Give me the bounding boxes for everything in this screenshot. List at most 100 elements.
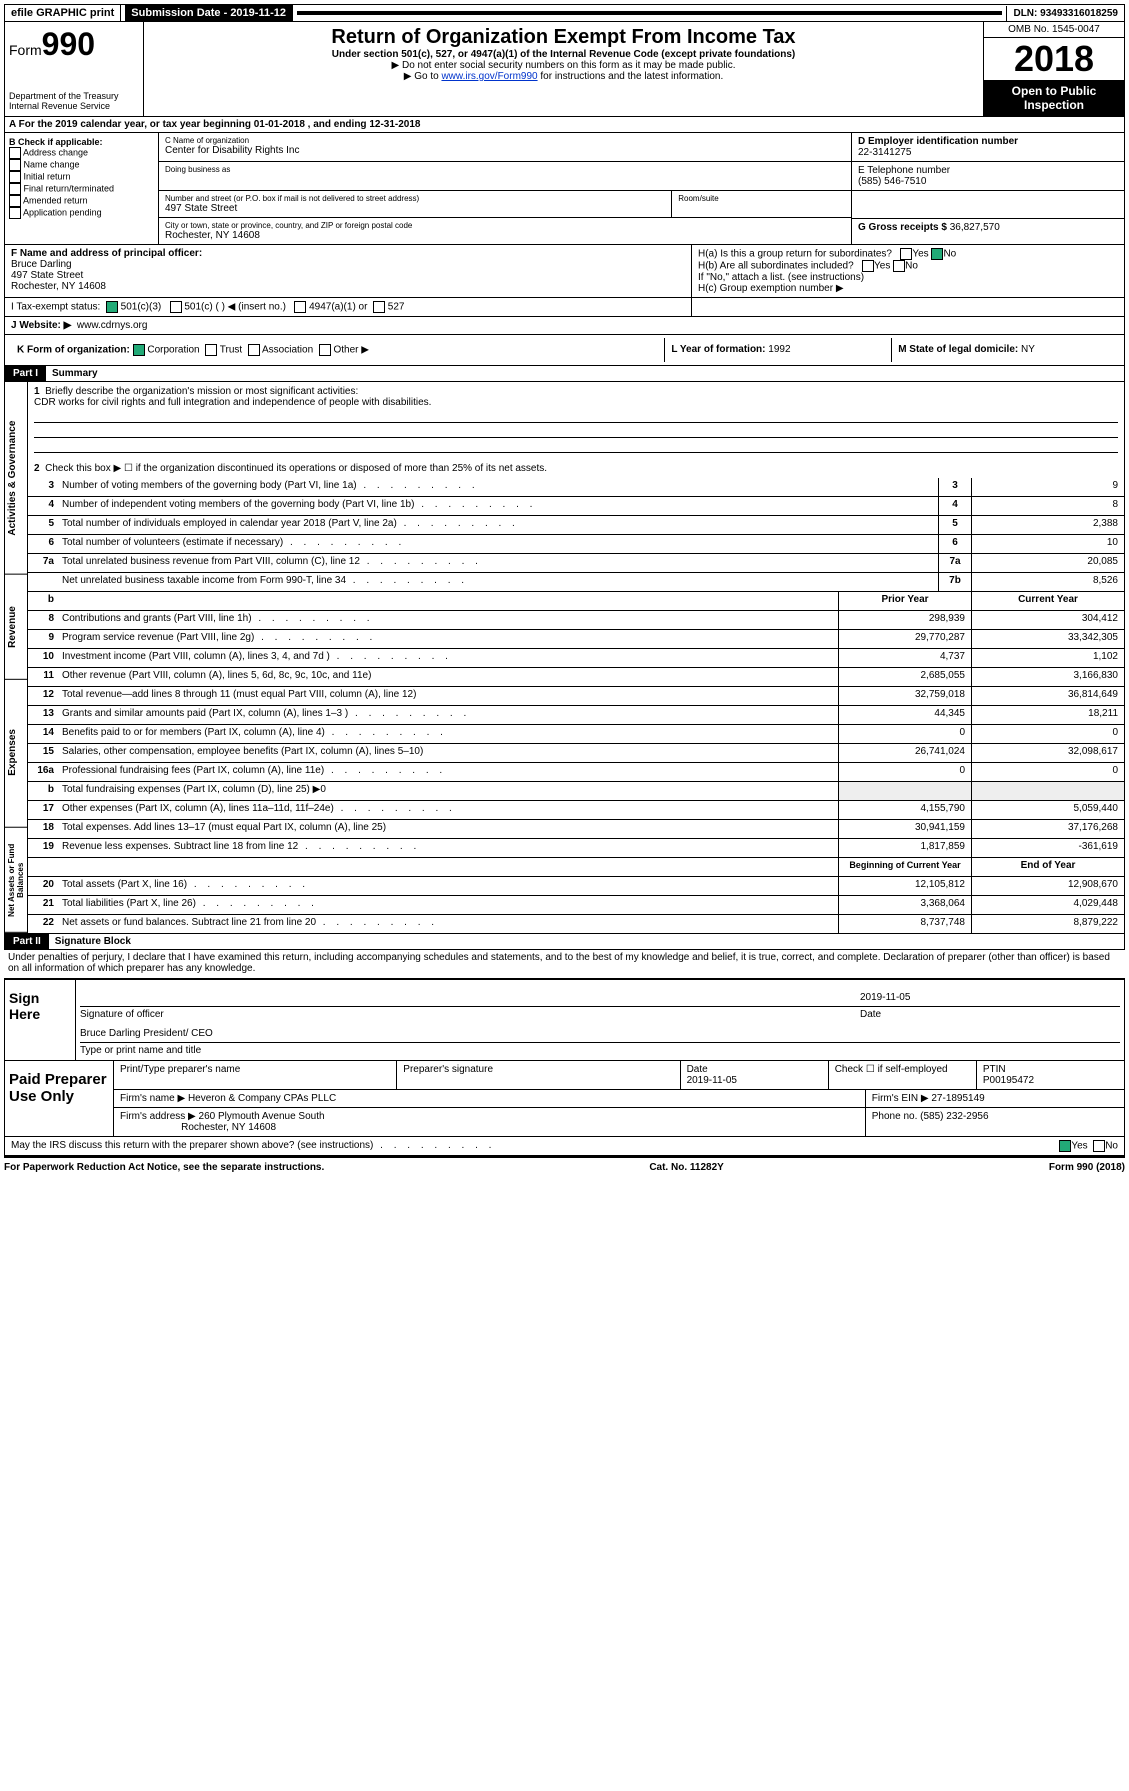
- spacer: [297, 11, 1002, 15]
- g-label: G Gross receipts $: [858, 222, 947, 233]
- line-18: 18Total expenses. Add lines 13–17 (must …: [28, 820, 1124, 839]
- perjury-statement: Under penalties of perjury, I declare th…: [4, 950, 1125, 976]
- instructions-link[interactable]: www.irs.gov/Form990: [441, 71, 537, 82]
- i-label: I Tax-exempt status:: [11, 302, 100, 313]
- dln: DLN: 93493316018259: [1006, 6, 1124, 21]
- content-col: 1 Briefly describe the organization's mi…: [28, 382, 1124, 933]
- sig-line-2: Bruce Darling President/ CEO: [80, 1028, 1120, 1043]
- header-note-2: ▶ Go to www.irs.gov/Form990 for instruct…: [148, 71, 979, 82]
- discuss-row: May the IRS discuss this return with the…: [4, 1137, 1125, 1156]
- prep-date-cell: Date2019-11-05: [681, 1061, 829, 1089]
- chk-name-change[interactable]: Name change: [9, 159, 154, 171]
- header-left: Form990 Department of the Treasury Inter…: [5, 22, 144, 116]
- city-value: Rochester, NY 14608: [165, 230, 260, 241]
- row-a-text: A For the 2019 calendar year, or tax yea…: [9, 119, 420, 130]
- header-subtitle: Under section 501(c), 527, or 4947(a)(1)…: [148, 49, 979, 60]
- hb: H(b) Are all subordinates included? Yes …: [698, 260, 1118, 272]
- room-suite: Room/suite: [671, 191, 851, 218]
- part2-label: Part II: [5, 934, 49, 949]
- type-name-label: Type or print name and title: [80, 1045, 1120, 1056]
- line-7a: 7aTotal unrelated business revenue from …: [28, 554, 1124, 573]
- col-e: E Telephone number (585) 546-7510: [851, 162, 1124, 191]
- line-8: 8Contributions and grants (Part VIII, li…: [28, 611, 1124, 630]
- sig-date: 2019-11-05: [860, 992, 1120, 1006]
- f-label: F Name and address of principal officer:: [11, 248, 202, 259]
- line-21: 21Total liabilities (Part X, line 26)3,3…: [28, 896, 1124, 915]
- prep-sig-label: Preparer's signature: [397, 1061, 680, 1089]
- line-12: 12Total revenue—add lines 8 through 11 (…: [28, 687, 1124, 706]
- e-label: E Telephone number: [858, 165, 950, 176]
- prep-row-1: Print/Type preparer's name Preparer's si…: [114, 1061, 1124, 1090]
- line-16b: bTotal fundraising expenses (Part IX, co…: [28, 782, 1124, 801]
- vtab-governance: Activities & Governance: [5, 382, 27, 575]
- page-footer: For Paperwork Reduction Act Notice, see …: [4, 1156, 1125, 1177]
- part1-label: Part I: [5, 366, 46, 381]
- sign-here-right: 2019-11-05 Signature of officerDate Bruc…: [76, 980, 1124, 1060]
- line-2: 2 Check this box ▶ ☐ if the organization…: [28, 459, 1124, 478]
- hb-note: If "No," attach a list. (see instruction…: [698, 272, 1118, 283]
- street-addr: Number and street (or P.O. box if mail i…: [159, 191, 671, 218]
- form-no: 990: [42, 26, 95, 62]
- firm-phone-cell: Phone no. (585) 232-2956: [866, 1108, 1124, 1136]
- line-7b: Net unrelated business taxable income fr…: [28, 573, 1124, 592]
- d-label: D Employer identification number: [858, 136, 1018, 147]
- omb-no: OMB No. 1545-0047: [984, 22, 1124, 38]
- self-employed-cell: Check ☐ if self-employed: [829, 1061, 977, 1089]
- line-19: 19Revenue less expenses. Subtract line 1…: [28, 839, 1124, 858]
- row-klm: K Form of organization: Corporation Trus…: [4, 335, 1125, 366]
- prep-name-label: Print/Type preparer's name: [114, 1061, 397, 1089]
- line-17: 17Other expenses (Part IX, column (A), l…: [28, 801, 1124, 820]
- line-9: 9Program service revenue (Part VIII, lin…: [28, 630, 1124, 649]
- row-j: J Website: ▶ www.cdrnys.org: [4, 317, 1125, 335]
- header-mid: Return of Organization Exempt From Incom…: [144, 22, 983, 116]
- rev-header: bPrior YearCurrent Year: [28, 592, 1124, 611]
- c-name-label: C Name of organization: [165, 136, 845, 145]
- topbar: efile GRAPHIC print Submission Date - 20…: [4, 4, 1125, 22]
- m-state: M State of legal domicile: NY: [891, 338, 1118, 362]
- addr-label: Number and street (or P.O. box if mail i…: [165, 194, 665, 203]
- room-label: Room/suite: [678, 194, 845, 203]
- vtab-col: Activities & Governance Revenue Expenses…: [5, 382, 28, 933]
- line-3: 3Number of voting members of the governi…: [28, 478, 1124, 497]
- prep-row-2: Firm's name ▶ Heveron & Company CPAs PLL…: [114, 1090, 1124, 1108]
- line-4: 4Number of independent voting members of…: [28, 497, 1124, 516]
- paid-preparer-right: Print/Type preparer's name Preparer's si…: [114, 1061, 1124, 1136]
- chk-application-pending[interactable]: Application pending: [9, 207, 154, 219]
- vtab-revenue: Revenue: [5, 575, 27, 680]
- chk-amended-return[interactable]: Amended return: [9, 195, 154, 207]
- row-fh: F Name and address of principal officer:…: [4, 245, 1125, 298]
- city-label: City or town, state or province, country…: [165, 221, 845, 230]
- col-g: [851, 191, 1124, 218]
- dept-label: Department of the Treasury Internal Reve…: [9, 91, 139, 111]
- chk-final-return[interactable]: Final return/terminated: [9, 183, 154, 195]
- tax-exempt: I Tax-exempt status: 501(c)(3) 501(c) ( …: [5, 298, 692, 316]
- form-label: Form: [9, 42, 42, 58]
- firm-addr-cell: Firm's address ▶ 260 Plymouth Avenue Sou…: [114, 1108, 866, 1136]
- header-title: Return of Organization Exempt From Incom…: [148, 26, 979, 49]
- line-6: 6Total number of volunteers (estimate if…: [28, 535, 1124, 554]
- discuss-text: May the IRS discuss this return with the…: [11, 1140, 1059, 1152]
- q1-label: Briefly describe the organization's miss…: [45, 386, 358, 397]
- chk-initial-return[interactable]: Initial return: [9, 171, 154, 183]
- b-label: B Check if applicable:: [9, 137, 103, 147]
- ptin-cell: PTINP00195472: [977, 1061, 1124, 1089]
- form-number: Form990: [9, 26, 139, 63]
- efile-label[interactable]: efile GRAPHIC print: [5, 5, 121, 21]
- chk-address-change[interactable]: Address change: [9, 147, 154, 159]
- part2-header: Part II Signature Block: [4, 933, 1125, 950]
- footer-left: For Paperwork Reduction Act Notice, see …: [4, 1162, 324, 1173]
- firm-name-cell: Firm's name ▶ Heveron & Company CPAs PLL…: [114, 1090, 866, 1107]
- part2-title: Signature Block: [49, 934, 137, 949]
- sig-officer-label: Signature of officer: [80, 1009, 860, 1020]
- officer-name-typed: Bruce Darling President/ CEO: [80, 1028, 213, 1042]
- paid-preparer-block: Paid Preparer Use Only Print/Type prepar…: [4, 1061, 1125, 1137]
- net-header: Beginning of Current YearEnd of Year: [28, 858, 1124, 877]
- dba: Doing business as: [159, 162, 851, 191]
- website-value: www.cdrnys.org: [77, 320, 148, 331]
- note2-post: for instructions and the latest informat…: [538, 71, 724, 82]
- c-name: C Name of organization Center for Disabi…: [159, 133, 851, 162]
- discuss-yesno: Yes No: [1059, 1140, 1118, 1152]
- q2-text: Check this box ▶ ☐ if the organization d…: [45, 463, 547, 474]
- note2-pre: ▶ Go to: [404, 71, 442, 82]
- j-label: J Website: ▶: [11, 320, 71, 331]
